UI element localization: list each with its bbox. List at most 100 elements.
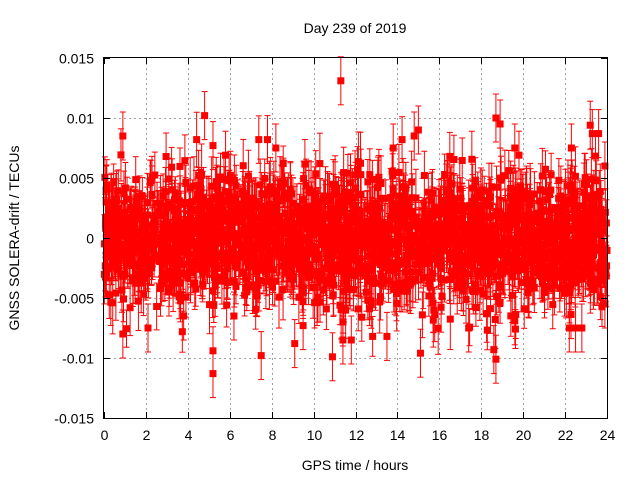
data-point [449,210,457,257]
data-point [446,221,454,260]
data-point [164,210,172,265]
data-point [328,332,336,382]
data-point [572,303,580,353]
data-point [277,212,285,250]
x-tick-label: 6 [227,427,235,443]
data-point [455,233,463,289]
data-point [601,141,609,191]
data-point [262,211,270,272]
data-point [157,226,165,287]
data-point [337,56,345,106]
data-point [321,198,329,257]
data-point [266,244,274,280]
data-point [416,328,424,378]
data-point [456,158,464,220]
data-point [137,219,145,283]
data-point [555,203,563,265]
data-point [587,148,595,211]
data-point [374,159,382,200]
data-point [598,192,606,255]
data-point [538,261,546,303]
data-point [520,288,528,329]
data-point [278,238,286,294]
data-point [501,235,509,299]
data-point [209,349,217,399]
data-point [202,231,210,290]
data-point [233,190,241,226]
data-point [312,150,320,198]
data-point [135,255,143,300]
data-point [372,255,380,311]
data-point [506,199,514,235]
data-point [254,267,262,303]
data-point [488,222,496,286]
data-point [467,186,475,234]
x-tick-label: 18 [474,427,490,443]
data-point [567,123,575,173]
data-point [365,291,373,327]
data-point [271,255,279,307]
data-point [115,190,123,227]
x-tick-label: 0 [101,427,109,443]
data-point [482,234,490,293]
data-point [492,334,500,384]
data-point [266,156,274,217]
y-tick-label: 0.015 [59,51,94,67]
y-tick-label: -0.015 [54,411,94,427]
data-point [594,264,602,304]
data-point [478,195,486,232]
x-tick-label: 4 [185,427,193,443]
data-point [171,190,179,249]
data-point [398,116,406,163]
x-axis-label: GPS time / hours [302,457,409,473]
data-point [112,178,120,223]
data-point [399,180,407,244]
data-point [132,156,140,204]
data-point [276,156,284,218]
data-point [344,154,352,193]
data-point [297,182,305,234]
data-point [198,240,206,300]
x-tick-label: 2 [143,427,151,443]
data-point [423,207,431,263]
x-tick-label: 24 [600,427,616,443]
data-point [119,111,127,161]
data-point [126,229,134,284]
data-point [430,225,438,263]
data-point [368,214,376,273]
data-point [492,204,500,263]
data-point [538,199,546,251]
data-point [222,130,230,180]
data-point [493,216,501,264]
data-point [291,319,299,369]
data-point [249,221,257,269]
data-point [300,183,308,243]
data-points [100,56,611,399]
x-tick-label: 10 [307,427,323,443]
y-tick-label: 0 [86,231,94,247]
data-point [272,123,280,173]
data-point [209,206,217,264]
data-point [565,303,573,353]
data-point [354,131,362,192]
data-point [347,315,355,365]
data-point [319,264,327,316]
data-point [225,169,233,224]
data-point [564,240,572,287]
x-tick-label: 20 [516,427,532,443]
data-point [465,303,473,353]
data-point [339,297,347,347]
data-point [564,159,572,213]
data-point [201,91,209,141]
data-point [434,301,442,355]
data-point [248,179,256,217]
data-point [257,331,265,381]
data-point [216,166,224,224]
data-point [209,121,217,171]
data-point [337,214,345,275]
data-point [181,216,189,277]
data-point [483,310,491,351]
data-point [349,267,357,312]
data-point [263,115,271,165]
